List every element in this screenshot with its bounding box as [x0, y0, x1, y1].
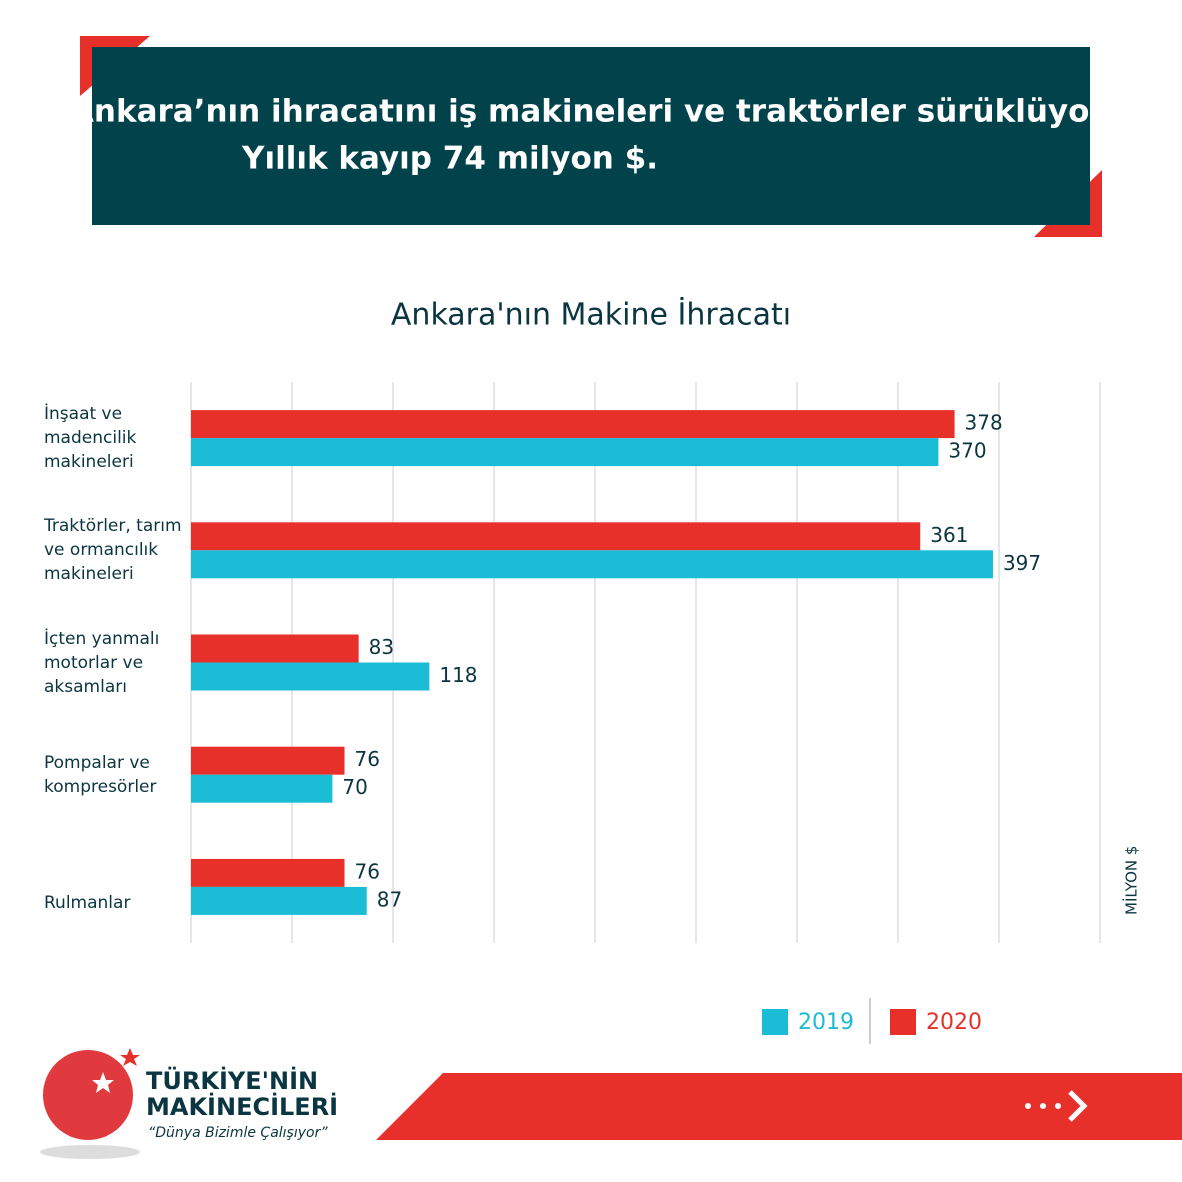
- arrow: [1068, 1090, 1088, 1122]
- legend-label: 2020: [926, 1010, 982, 1035]
- value-label: 76: [355, 747, 380, 771]
- bar: [191, 522, 921, 551]
- logo-shadow: [40, 1145, 140, 1159]
- axis-label: MİLYON $: [1122, 846, 1141, 915]
- value-label: 76: [355, 859, 380, 883]
- category-label: Pompalar ve kompresörler: [44, 752, 157, 797]
- chart-title: Ankara'nın Makine İhracatı: [391, 297, 791, 333]
- bar: [191, 634, 359, 663]
- bar: [191, 886, 367, 915]
- value-label: 397: [1003, 551, 1041, 575]
- dot: [1040, 1103, 1046, 1109]
- value-label: 83: [369, 635, 394, 659]
- value-label: 378: [965, 411, 1003, 435]
- value-label: 70: [342, 775, 367, 799]
- slogan: “Dünya Bizimle Çalışıyor”: [148, 1125, 328, 1141]
- dot: [1055, 1103, 1061, 1109]
- bar: [191, 858, 345, 887]
- legend-swatch: [762, 1009, 788, 1035]
- legend-swatch: [890, 1009, 916, 1035]
- logo-star: [120, 1048, 140, 1066]
- bar: [191, 746, 345, 775]
- logo-star: [92, 1072, 114, 1093]
- header-box: [92, 47, 1090, 225]
- dot: [1025, 1103, 1031, 1109]
- value-label: 87: [377, 887, 402, 911]
- value-label: 118: [439, 663, 477, 687]
- value-label: 370: [948, 439, 986, 463]
- brand: TÜRKİYE'NİN: [146, 1065, 318, 1095]
- category-label: Traktörler, tarım ve ormancılık makinele…: [44, 516, 182, 585]
- category-label: İnşaat ve madencilik makineleri: [44, 404, 137, 473]
- bar: [191, 438, 939, 467]
- header-title: Yıllık kayıp 74 milyon $.: [241, 141, 658, 177]
- legend-label: 2019: [798, 1010, 854, 1035]
- bar: [191, 410, 955, 439]
- value-label: 361: [930, 523, 968, 547]
- header-title: Ankara’nın ihracatını iş makineleri ve t…: [70, 94, 1112, 130]
- category-label: İçten yanmalı motorlar ve aksamları: [44, 628, 160, 697]
- bar: [191, 662, 430, 691]
- brand: MAKİNECİLERİ: [146, 1092, 338, 1121]
- bar: [191, 774, 333, 803]
- bar: [191, 550, 993, 579]
- logo-circle: [43, 1050, 133, 1140]
- footer-band: [376, 1073, 1182, 1140]
- category-label: Rulmanlar: [44, 892, 131, 913]
